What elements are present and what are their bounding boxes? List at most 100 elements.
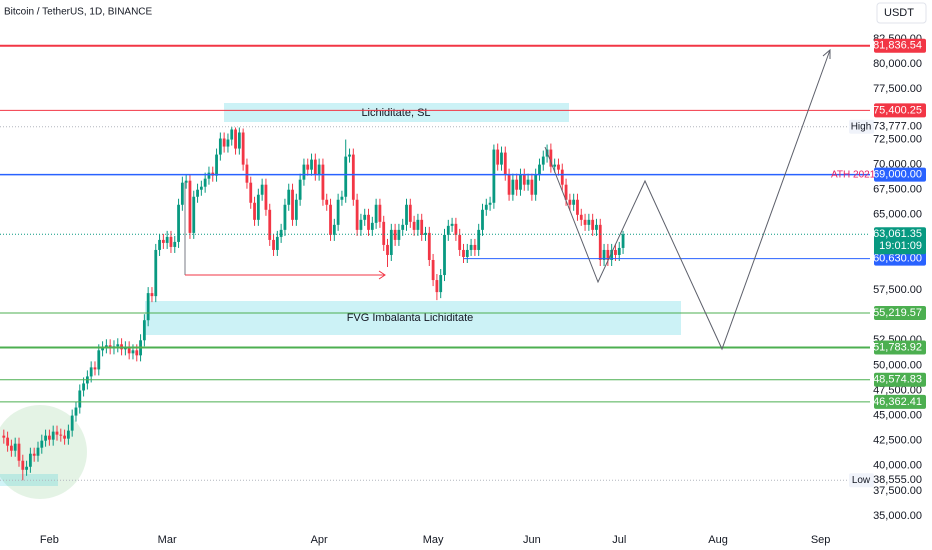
candle-body <box>408 204 412 222</box>
candle-body <box>336 199 340 225</box>
candle-body <box>173 241 177 247</box>
candle-body <box>332 224 336 235</box>
candle-body <box>21 460 25 470</box>
candle-body <box>245 164 249 183</box>
candle-body <box>367 214 370 230</box>
current-price-tag <box>874 227 926 255</box>
candle-body <box>253 202 256 220</box>
candle-body <box>340 196 344 200</box>
y-tick-label: 80,000.00 <box>873 58 922 70</box>
candle-body <box>97 350 101 370</box>
candle-body <box>617 247 621 255</box>
candle-body <box>192 196 196 233</box>
candle-body <box>325 199 329 205</box>
candle-body <box>496 149 500 165</box>
candle-body <box>602 249 606 260</box>
candle-body <box>374 204 378 223</box>
candle-body <box>59 434 63 436</box>
extreme-tag <box>849 119 874 134</box>
candle-body <box>283 204 287 230</box>
candle-body <box>424 232 427 235</box>
candle-body <box>36 447 40 456</box>
y-tick-label: 57,500.00 <box>873 284 922 296</box>
candle-body <box>431 259 435 281</box>
candle-body <box>378 204 382 222</box>
candle-body <box>576 199 579 215</box>
candle-body <box>9 445 13 451</box>
extreme-name: High <box>851 121 872 132</box>
small-zone <box>0 474 58 486</box>
candle-body <box>6 437 9 446</box>
level-label: 69,000.00 <box>873 169 922 181</box>
countdown: 19:01:09 <box>879 240 922 252</box>
candle-body <box>188 180 192 233</box>
candle-body <box>154 249 158 297</box>
candle-body <box>492 149 496 203</box>
candle-body <box>610 249 614 260</box>
candle-body <box>2 435 6 438</box>
candle-body <box>606 249 610 260</box>
candle-body <box>435 280 439 293</box>
candle-body <box>557 164 560 170</box>
candle-body <box>541 156 545 165</box>
currency-box[interactable] <box>876 2 927 24</box>
candle-body <box>74 407 78 416</box>
candle-body <box>507 174 511 195</box>
candle-body <box>135 350 139 356</box>
currency: USDT <box>884 7 914 19</box>
candle-body <box>443 234 446 276</box>
candle-body <box>458 234 462 250</box>
candle-body <box>439 275 443 293</box>
candle-body <box>427 232 431 260</box>
highlight-circle <box>0 405 87 499</box>
y-tick-label: 37,500.00 <box>873 485 922 497</box>
level-label: 75,400.25 <box>873 104 922 116</box>
candle-body <box>363 214 367 220</box>
candle-body <box>287 189 291 205</box>
arrow-head <box>378 270 386 280</box>
candle-body <box>401 224 405 230</box>
candle-body <box>291 189 294 220</box>
candle-body <box>515 179 519 190</box>
candle-body <box>268 209 272 240</box>
candle-body <box>329 204 332 235</box>
extreme-tag <box>849 473 874 488</box>
candle-body <box>568 199 572 205</box>
candle-body <box>279 229 283 237</box>
candle-body <box>313 159 317 175</box>
y-tick-label: 50,000.00 <box>873 359 922 371</box>
plot: ATH 2021 <box>0 44 876 481</box>
y-tick-label: 72,500.00 <box>873 133 922 145</box>
candle-body <box>203 178 207 187</box>
candle-body <box>260 184 264 195</box>
y-tick-label: 42,500.00 <box>873 435 922 447</box>
candle-body <box>526 179 530 185</box>
chart-title: Bitcoin / TetherUS, 1D, BINANCE <box>4 7 153 18</box>
current-price-label: 63,061.35 <box>873 228 922 240</box>
candle-body <box>17 443 21 461</box>
candle-body <box>32 453 36 456</box>
extreme-label: 73,777.00 <box>873 121 922 133</box>
candle-body <box>412 221 416 230</box>
candle-body <box>484 204 488 210</box>
candle-body <box>275 236 279 250</box>
price-axis: USDT Bitcoin / TetherUS, 1D, BINANCE 82,… <box>4 2 927 546</box>
candle-body <box>142 320 146 341</box>
candle-body <box>446 225 450 235</box>
candle-body <box>302 164 306 180</box>
candle-body <box>89 367 93 377</box>
candle-body <box>477 229 481 250</box>
level-label: 48,574.83 <box>873 374 922 386</box>
candle-body <box>450 223 454 226</box>
candle-body <box>583 219 587 225</box>
candle-body <box>215 154 218 176</box>
y-tick-label: 35,000.00 <box>873 510 922 522</box>
candle-body <box>538 164 541 175</box>
x-tick-label: Apr <box>311 534 328 546</box>
candle-body <box>158 239 161 250</box>
level-label: 60,630.00 <box>873 253 922 265</box>
candle-body <box>196 189 199 197</box>
candle-body <box>393 229 397 240</box>
